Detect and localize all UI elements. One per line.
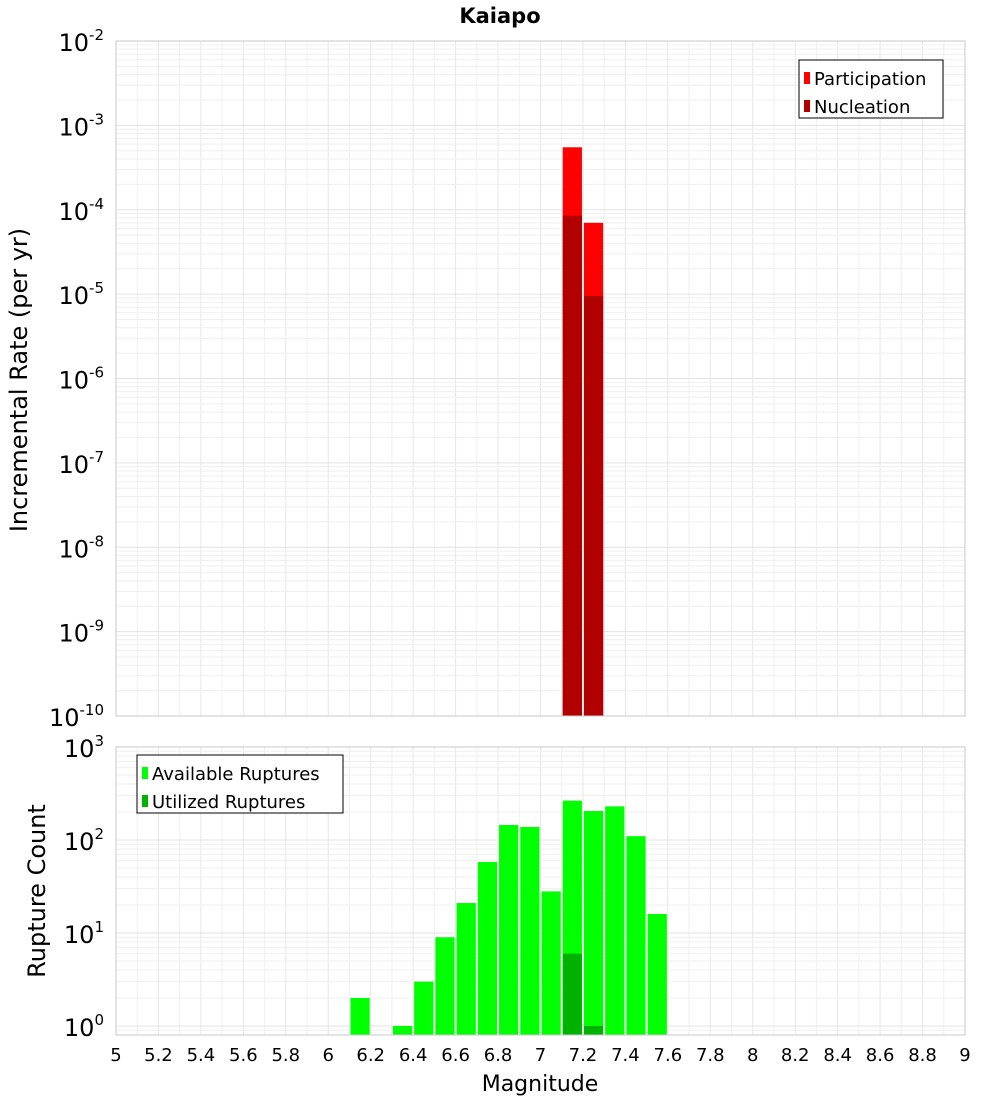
y-tick-label: 10-2 [58,26,104,57]
bottom-grid [115,746,966,1036]
x-tick-label: 5.2 [144,1045,173,1066]
y-tick-label: 10-5 [58,279,104,310]
y-tick-label: 10-10 [49,701,104,732]
bar-available-ruptures [414,981,434,1035]
bar-available-ruptures [541,891,561,1035]
x-tick-label: 6.8 [484,1045,513,1066]
chart-title: Kaiapo [459,4,540,28]
x-tick-label: 5 [110,1045,121,1066]
x-tick-label: 7.8 [696,1045,725,1066]
bar-available-ruptures [520,826,540,1035]
bar-utilized-ruptures [583,1025,604,1035]
x-tick-label: 8.4 [823,1045,852,1066]
bar-available-ruptures [647,914,667,1035]
legend-swatch [142,767,148,779]
top-plot-frame [115,40,966,717]
legend-label: Participation [814,69,926,90]
x-tick-label: 6.4 [399,1045,428,1066]
bar-nucleation [583,296,604,716]
bar-available-ruptures [350,997,370,1035]
x-tick-label: 5.4 [187,1045,216,1066]
top-legend: Participation Nucleation [798,59,944,119]
bottom-y-axis-label: Rupture Count [23,804,51,978]
y-tick-label: 101 [64,918,104,949]
legend-label: Available Ruptures [152,764,320,785]
x-tick-label: 7.4 [611,1045,640,1066]
x-axis-label: Magnitude [482,1072,599,1097]
y-tick-label: 10-7 [58,448,104,479]
x-tick-label: 7.2 [569,1045,598,1066]
x-tick-label: 6.6 [441,1045,470,1066]
bar-available-ruptures [626,836,646,1035]
y-tick-label: 102 [64,825,104,856]
x-tick-label: 8 [747,1045,758,1066]
bar-available-ruptures [435,937,455,1035]
bottom-legend: Available Ruptures Utilized Ruptures [136,754,344,814]
bar-utilized-ruptures [562,953,582,1035]
x-tick-label: 7.6 [654,1045,683,1066]
y-tick-label: 10-3 [58,110,104,141]
y-tick-label: 100 [64,1011,104,1042]
x-tick-label: 8.6 [866,1045,895,1066]
bottom-y-tick-labels: 100 101 102 103 [64,732,104,1042]
legend-label: Nucleation [814,97,910,118]
x-tick-label: 7 [535,1045,546,1066]
legend-swatch [804,72,810,84]
y-tick-label: 10-8 [58,532,104,563]
top-bars [562,147,604,717]
x-tick-labels: 5 5.2 5.4 5.6 5.8 6 6.2 6.4 6.6 6.8 7 7.2 7.4 7.6 7.8 8… [110,1045,970,1066]
top-y-axis-label: Incremental Rate (per yr) [5,228,33,532]
x-tick-label: 9 [959,1045,970,1066]
legend-box [136,754,344,814]
legend-swatch [804,100,810,112]
bar-available-ruptures [499,824,519,1035]
legend-swatch [142,795,148,807]
top-grid [115,40,966,717]
y-tick-label: 10-9 [58,617,104,648]
bottom-plot-frame [115,746,966,1036]
y-tick-label: 10-4 [58,195,104,226]
bottom-bars [350,800,667,1035]
bar-available-ruptures [456,903,476,1035]
x-tick-label: 6.2 [356,1045,385,1066]
bar-available-ruptures [477,861,498,1035]
bar-nucleation [562,215,582,717]
x-tick-label: 6 [323,1045,334,1066]
y-tick-label: 103 [64,732,104,763]
bar-available-ruptures [583,811,604,1035]
legend-box [798,59,944,119]
x-tick-label: 8.2 [781,1045,810,1066]
x-tick-label: 5.6 [229,1045,258,1066]
y-tick-label: 10-6 [58,364,104,395]
bar-available-ruptures [392,1025,413,1035]
x-tick-label: 5.8 [271,1045,300,1066]
legend-label: Utilized Ruptures [152,792,305,813]
x-tick-label: 8.8 [908,1045,937,1066]
top-y-tick-labels: 10-10 10-9 10-8 10-7 10-6 10-5 10-4 10-3 10-2 [49,26,104,732]
bar-available-ruptures [605,806,625,1035]
